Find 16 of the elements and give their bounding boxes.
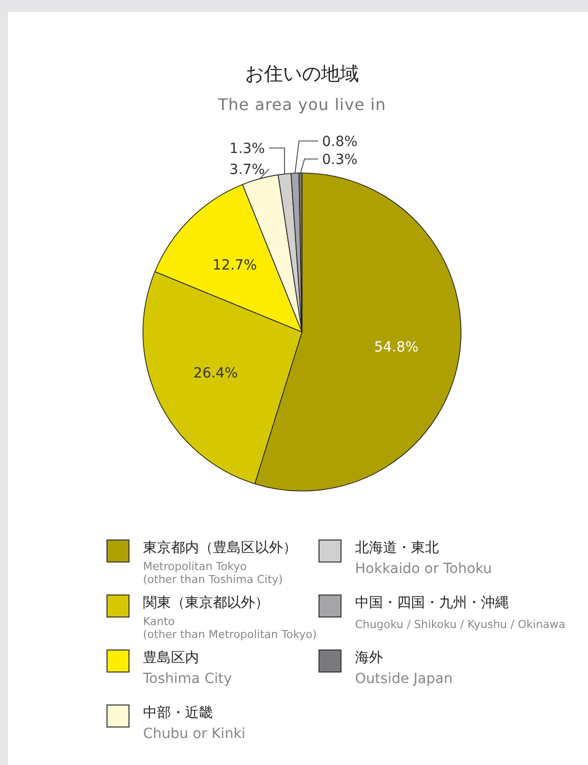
- data-label: 12.7%: [212, 257, 257, 274]
- chart-subtitle: The area you live in: [217, 95, 386, 114]
- data-label: 0.3%: [322, 152, 358, 168]
- legend-label: 海外 Outside Japan: [355, 650, 453, 687]
- data-label: 26.4%: [193, 366, 238, 382]
- legend-label: 中国・四国・九州・沖縄 Chugoku / Shikoku / Kyushu / Okinawa: [355, 595, 566, 631]
- legend-label: 東京都内（豊島区以外） Metropolitan Tokyo (other than Toshima City): [143, 540, 297, 586]
- data-label: 3.7%: [229, 162, 265, 178]
- data-label: 0.8%: [322, 134, 358, 150]
- legend-label: 豊島区内 Toshima City: [142, 650, 232, 687]
- legend-label: 北海道・東北 Hokkaido or Tohoku: [355, 540, 492, 577]
- data-label: 1.3%: [229, 141, 265, 157]
- data-label: 54.8%: [374, 339, 419, 356]
- legend-label: 中部・近畿 Chubu or Kinki: [143, 705, 246, 742]
- legend-label: 関東（東京都以外） Kanto (other than Metropolitan Tokyo): [143, 595, 317, 641]
- chart-title: お住いの地域: [245, 63, 359, 85]
